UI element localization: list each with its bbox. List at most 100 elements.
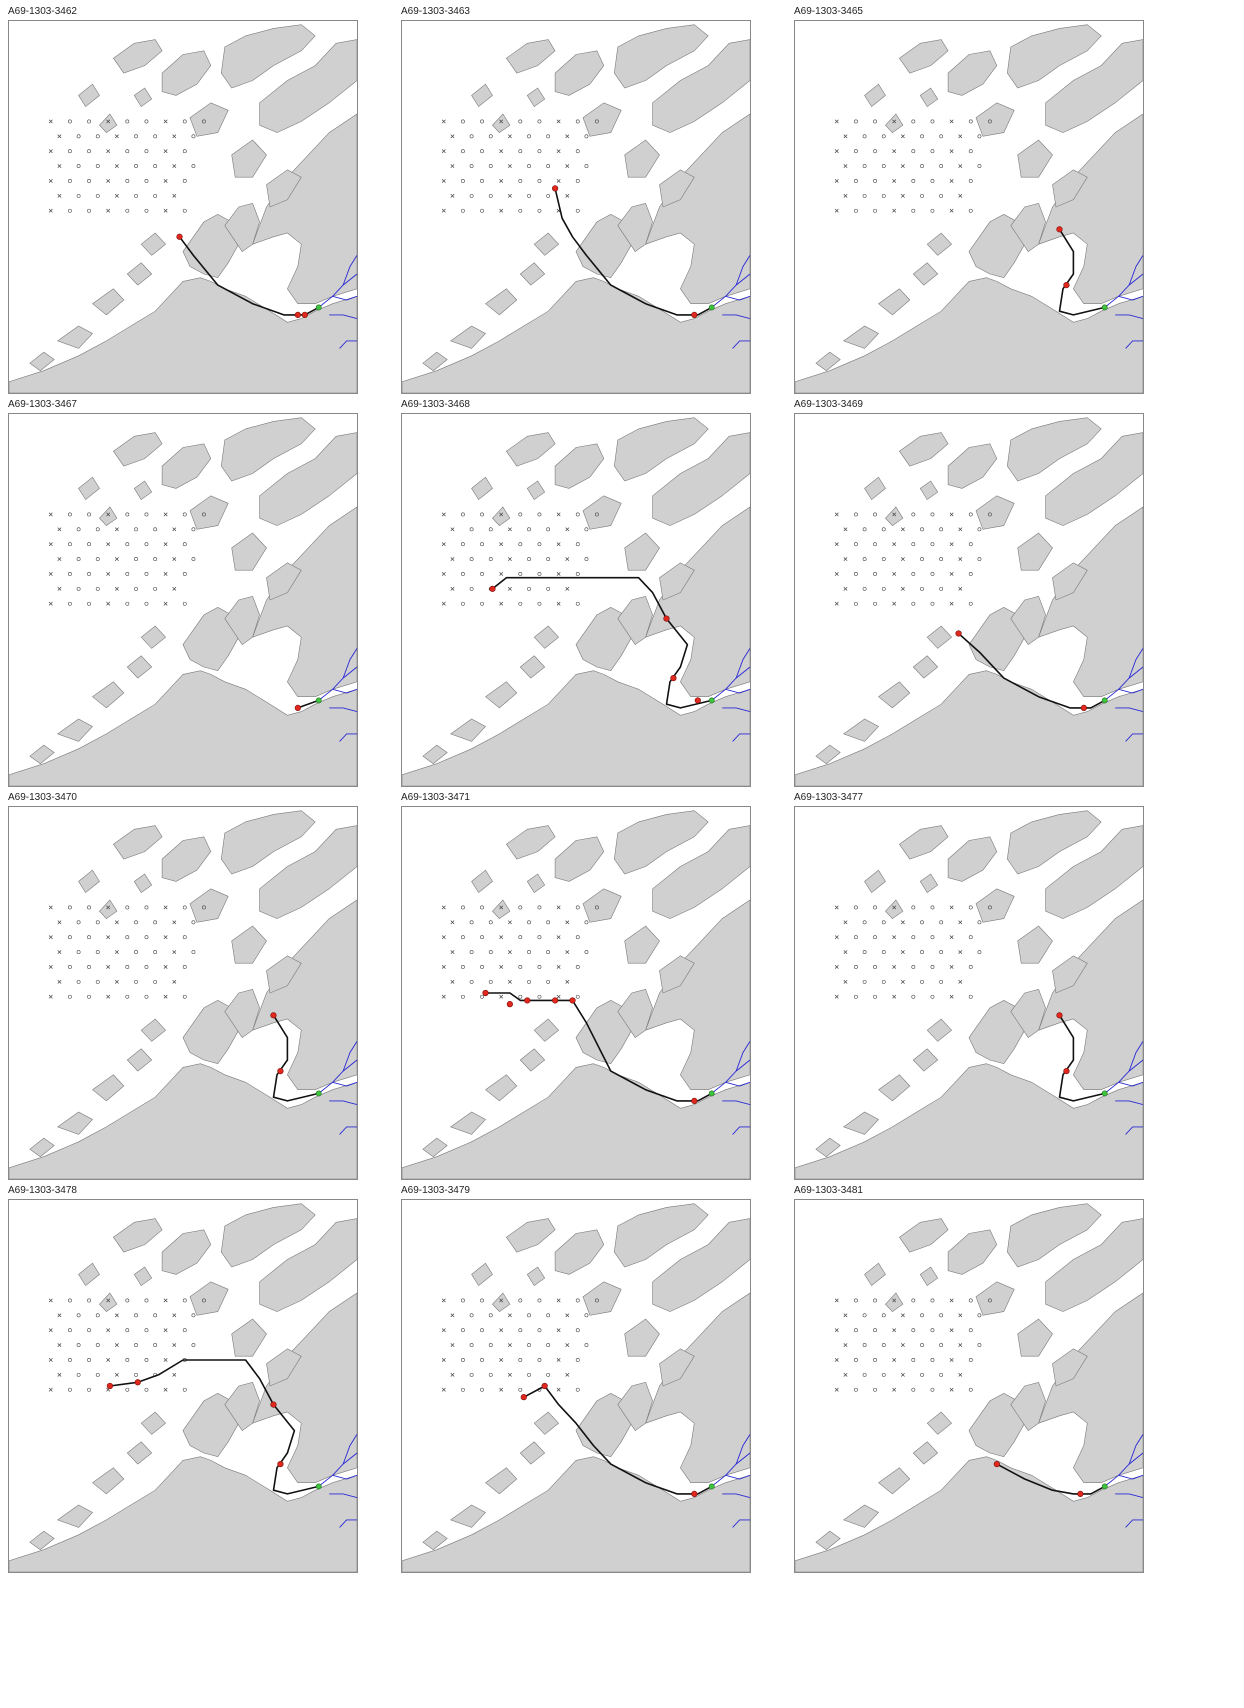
receiver-marker: [450, 527, 455, 532]
receiver-marker: [461, 208, 465, 213]
receiver-marker: [68, 1358, 72, 1362]
receiver-marker: [507, 950, 512, 955]
receiver-marker: [920, 979, 924, 984]
receiver-marker: [862, 134, 867, 139]
receiver-marker: [182, 119, 187, 124]
receiver-marker: [565, 134, 570, 139]
detection-marker: [955, 630, 962, 637]
receiver-marker: [854, 149, 858, 154]
receiver-marker: [172, 164, 177, 169]
receiver-marker: [68, 179, 72, 183]
land-shape: [422, 351, 448, 372]
receiver-marker: [450, 164, 455, 169]
river-line: [332, 1081, 357, 1087]
river-line: [1104, 666, 1143, 701]
receiver-marker: [480, 208, 484, 213]
receiver-marker: [87, 905, 91, 910]
receiver-marker: [949, 601, 954, 606]
land-shape: [220, 810, 316, 875]
land-shape: [554, 836, 605, 882]
receiver-marker: [125, 601, 130, 606]
receiver-marker: [450, 1343, 455, 1348]
land-shape: [485, 1467, 518, 1495]
receiver-marker: [480, 601, 484, 606]
receiver-marker: [507, 164, 512, 169]
land-shape: [617, 988, 653, 1039]
land-shape: [1038, 899, 1143, 1090]
detection-marker: [294, 704, 301, 711]
receiver-marker: [57, 527, 62, 532]
receiver-marker: [488, 1343, 493, 1347]
land-layer: [402, 24, 750, 393]
land-shape: [259, 825, 357, 919]
land-shape: [1006, 810, 1102, 875]
receiver-marker: [461, 601, 465, 606]
land-layer: [402, 810, 750, 1179]
receiver-marker: [182, 601, 187, 606]
receiver-marker: [518, 119, 523, 124]
land-shape: [926, 1018, 953, 1042]
receiver-marker: [57, 134, 62, 139]
receiver-marker: [144, 208, 149, 213]
receiver-marker: [480, 572, 484, 576]
receiver-marker: [958, 979, 963, 984]
land-shape: [1045, 432, 1143, 526]
receiver-marker: [537, 1328, 542, 1333]
receiver-marker: [556, 119, 561, 124]
receiver-marker: [114, 586, 119, 591]
fish-track-line: [297, 699, 320, 709]
receiver-marker: [556, 179, 561, 183]
receiver-marker: [76, 1313, 81, 1318]
receiver-marker: [843, 1343, 848, 1348]
detection-marker: [294, 311, 301, 318]
river-line: [318, 666, 357, 701]
panel-title: A69-1303-3470: [8, 792, 77, 803]
land-shape: [919, 873, 939, 894]
receiver-marker: [499, 512, 504, 517]
receiver-marker: [556, 1387, 561, 1392]
receiver-marker: [881, 950, 886, 954]
receiver-marker: [480, 965, 484, 969]
receiver-marker: [153, 134, 158, 139]
receiver-marker: [968, 179, 973, 183]
river-line: [732, 1126, 750, 1135]
receiver-marker: [892, 1298, 897, 1303]
receiver-marker: [461, 905, 465, 910]
receiver-marker: [873, 1328, 877, 1333]
land-shape: [659, 169, 695, 208]
receiver-marker: [920, 164, 924, 168]
receiver-marker: [930, 179, 935, 183]
land-shape: [422, 1530, 448, 1551]
land-shape: [231, 1318, 267, 1357]
receiver-marker: [87, 512, 91, 517]
receiver-marker: [892, 542, 897, 547]
receiver-marker: [949, 179, 954, 183]
land-shape: [92, 288, 125, 316]
receiver-marker: [854, 905, 858, 910]
receiver-marker: [930, 905, 935, 910]
receiver-marker: [977, 134, 982, 139]
land-shape: [133, 480, 153, 501]
receiver-marker: [201, 119, 206, 124]
receiver-marker: [862, 527, 867, 532]
receiver-marker: [873, 601, 877, 606]
receiver-marker: [488, 1372, 493, 1377]
panel-title: A69-1303-3465: [794, 6, 863, 17]
receiver-marker: [556, 1358, 561, 1362]
land-shape: [843, 325, 879, 349]
receiver-marker: [518, 994, 523, 999]
land-shape: [624, 139, 660, 178]
receiver-marker: [968, 1387, 973, 1392]
map-frame: [8, 806, 358, 1180]
receiver-marker: [854, 208, 858, 213]
land-shape: [133, 1266, 153, 1287]
receiver-marker: [854, 179, 858, 183]
map-panel: A69-1303-3468: [401, 399, 751, 787]
receiver-marker: [441, 965, 446, 969]
receiver-layer: [441, 1298, 599, 1392]
receiver-marker: [134, 586, 138, 591]
receiver-marker: [499, 149, 504, 154]
land-shape: [402, 277, 750, 393]
fish-track-line: [484, 992, 713, 1102]
receiver-marker: [48, 994, 53, 999]
